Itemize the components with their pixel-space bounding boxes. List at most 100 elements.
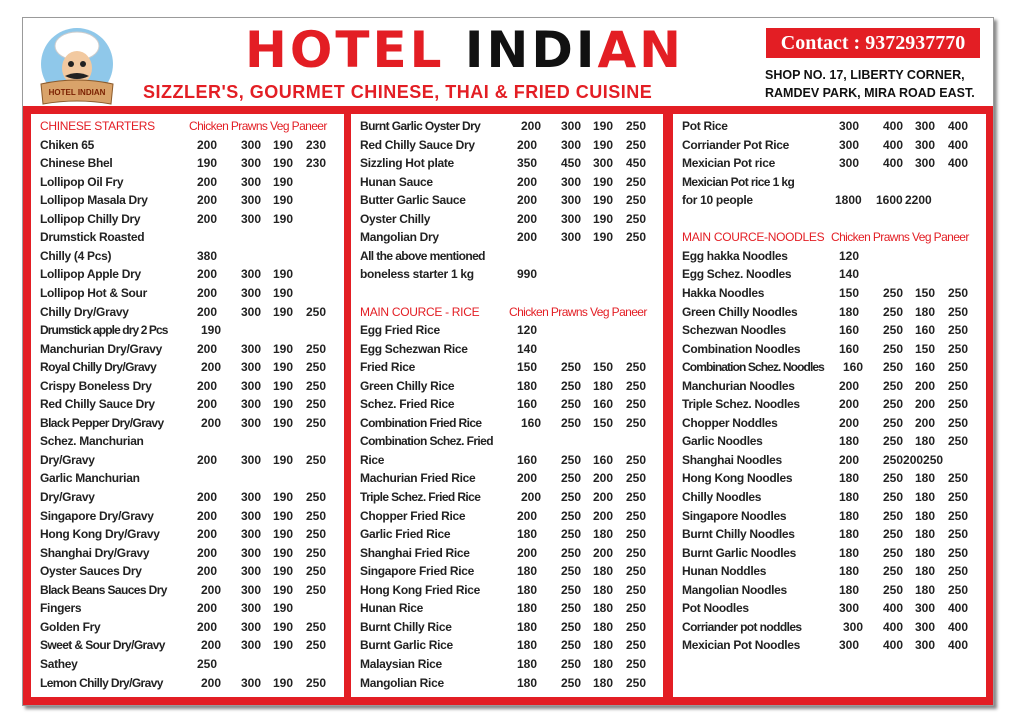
item-name: Machurian Fried Rice [360,471,476,486]
item-name: Lollipop Chilly Dry [40,211,141,226]
price-veg: 150 [593,360,614,375]
menu-item: Burnt Garlic Noodles 180 250 180 250 [673,544,986,562]
item-name: Corriander pot noddles [682,619,802,634]
item-name: Lollipop Masala Dry [40,193,148,208]
price-chicken: 180 [839,490,860,504]
item-name: Drumstick Roasted [40,230,145,245]
price-chicken: 250 [197,656,218,671]
menu-item: for 10 people 1800 1600 2200 [673,191,986,209]
menu-page: HOTEL INDIAN HOTEL INDIAN SIZZLER'S, GOU… [22,17,994,706]
price-paneer: 400 [948,119,969,133]
item-name: Burnt Garlic Oyster Dry [360,119,481,133]
price-chicken: 200 [197,193,218,208]
price-veg: 300 [915,156,936,171]
price-veg: 160 [593,452,614,467]
price-veg: 190 [273,601,294,616]
price-paneer: 400 [948,638,969,653]
price-veg: 190 [273,360,294,375]
price-veg: 190 [273,378,294,393]
title-part: AN [597,21,684,79]
item-name: Hunan Rice [360,601,424,616]
cuisine-subtitle: SIZZLER'S, GOURMET CHINESE, THAI & FRIED… [143,82,653,102]
item-name: Combination Fried Rice [360,415,482,430]
menu-item: Garlic Fried Rice 180 250 180 250 [351,525,663,543]
price-veg: 180 [915,508,936,523]
menu-item: Hong Kong Dry/Gravy 200 300 190 250 [31,525,344,543]
price-paneer: 250 [306,582,327,597]
price-veg: 180 [593,656,614,671]
price-veg: 180 [593,638,614,653]
section-header: MAIN COURCE-NOODLES Chicken Prawns Veg Pa… [673,228,986,246]
price-prawns: 250 [561,564,582,579]
price-paneer: 250 [626,619,647,634]
menu-item: Malaysian Rice 180 250 180 250 [351,655,663,673]
menu-item: Corriander Pot Rice 300 400 300 400 [673,136,986,154]
item-name: Black Pepper Dry/Gravy [40,415,164,430]
menu-item: Royal Chilly Dry/Gravy 200 300 190 250 [31,358,344,376]
price-chicken: 350 [517,156,538,171]
item-name: Schez. Fried Rice [360,397,455,412]
price-paneer: 250 [948,471,969,486]
price-veg: 180 [593,378,614,393]
menu-item: Schezwan Noodles 160 250 160 250 [673,321,986,339]
price-chicken: 200 [197,285,218,300]
menu-item: Manchurian Dry/Gravy 200 300 190 250 [31,340,344,358]
price-veg: 190 [273,638,294,653]
menu-item: Schez. Fried Rice 160 250 160 250 [351,395,663,413]
item-name: Singapore Dry/Gravy [40,508,154,523]
item-name: Lemon Chilly Dry/Gravy [40,675,163,690]
menu-item: Mangolian Rice 180 250 180 250 [351,674,663,692]
price-paneer: 400 [948,619,969,634]
menu-column-1: CHINESE STARTERS Chicken Prawns Veg Panee… [31,114,344,697]
price-prawns: 300 [561,137,582,152]
menu-item: Lollipop Oil Fry 200 300 190 [31,173,344,191]
price-paneer: 250 [306,415,327,430]
item-name: Combination Noodles [682,341,801,356]
price-veg: 190 [273,341,294,356]
item-name: Pot Rice [682,119,728,133]
price-chicken: 200 [197,341,218,356]
price-veg: 190 [593,137,614,152]
price-chicken: 300 [839,137,860,152]
price-paneer: 250 [306,304,327,319]
price-paneer: 250 [306,619,327,634]
menu-item: Burnt Chilly Rice 180 250 180 250 [351,618,663,636]
price-chicken: 150 [839,285,860,300]
price-chicken: 300 [843,619,864,634]
menu-item: Rice 160 250 160 250 [351,451,663,469]
price-paneer: 250 [948,341,969,356]
price-chicken: 180 [517,564,538,579]
price-chicken: 180 [839,582,860,597]
price-paneer: 250 [626,656,647,671]
price-veg: 190 [593,193,614,208]
menu-item: Hunan Noddles 180 250 180 250 [673,562,986,580]
price-veg: 190 [273,397,294,412]
menu-item: Fried Rice 150 250 150 250 [351,358,663,376]
item-name: Hong Kong Dry/Gravy [40,527,160,542]
price-paneer: 250 [626,675,647,690]
price-prawns: 300 [241,285,262,300]
price-veg: 180 [593,675,614,690]
price-paneer: 250 [626,601,647,616]
price-veg: 190 [273,156,294,171]
menu-item: Hunan Sauce 200 300 190 250 [351,173,663,191]
item-name: Singapore Noodles [682,508,787,523]
menu-item: Mexician Pot rice 1 kg [673,173,986,191]
price-paneer: 250 [626,378,647,393]
menu-item: Oyster Chilly 200 300 190 250 [351,210,663,228]
item-name: Drumstick apple dry 2 Pcs [40,323,168,338]
menu-item: Triple Schez. Noodles 200 250 200 250 [673,395,986,413]
item-name: for 10 people [682,193,753,208]
menu-item: Pot Rice 300 400 300 400 [673,117,986,135]
section-title: MAIN COURCE - RICE [360,304,480,319]
price-veg: 160 [915,360,936,375]
price-veg: 200 [593,545,614,560]
price-prawns: 400 [883,601,904,616]
price-veg: 190 [273,527,294,542]
price-prawns: 1600 [876,193,903,208]
price-veg: 190 [273,304,294,319]
price-paneer: 450 [626,156,647,171]
price-chicken: 1800 [835,193,862,208]
price-chicken: 120 [839,248,860,263]
item-name: Burnt Chilly Rice [360,619,452,634]
